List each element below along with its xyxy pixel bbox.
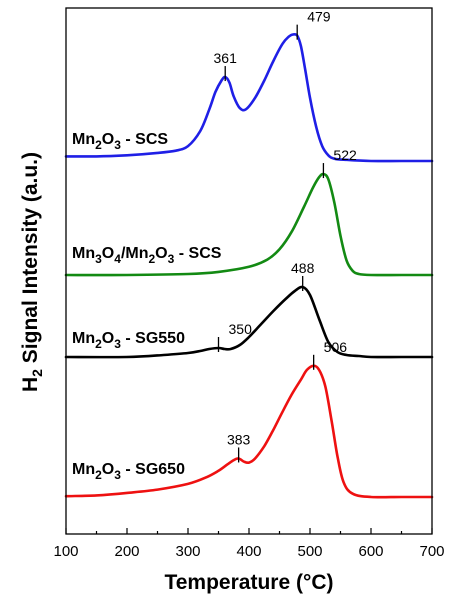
x-tick-label: 700 [419, 543, 444, 560]
series-label-2: Mn3O4/Mn2O3 - SCS [72, 245, 222, 266]
x-axis-ticks: 100 200 300 400 500 600 700 [53, 528, 445, 560]
series-line-4 [64, 364, 434, 499]
x-axis-title: Temperature (°C) [164, 571, 333, 594]
peak-label: 361 [214, 50, 238, 66]
y-axis-title-h: H [19, 377, 42, 392]
series-label-3: Mn2O3 - SG550 [72, 330, 185, 351]
peak-label: 506 [324, 339, 348, 355]
peak-label: 479 [307, 9, 331, 25]
peak-label: 488 [291, 260, 315, 276]
series-label-4: Mn2O3 - SG650 [72, 461, 185, 482]
y-axis-title-rest: Signal Intensity (a.u.) [19, 152, 42, 369]
series-line-2 [64, 172, 434, 277]
series-labels: Mn2O3 - SCS Mn3O4/Mn2O3 - SCS Mn2O3 - SG55… [72, 131, 222, 482]
series-line-3 [64, 285, 434, 359]
peak-label: 350 [229, 321, 253, 337]
y-axis-title: H2 Signal Intensity (a.u.) [19, 152, 45, 392]
x-tick-label: 200 [114, 543, 139, 560]
x-tick-label: 100 [53, 543, 78, 560]
peak-annotations: 361 479 522 350 488 383 506 [214, 9, 357, 463]
x-tick-label: 500 [297, 543, 322, 560]
x-tick-label: 600 [358, 543, 383, 560]
peak-label: 383 [227, 431, 251, 447]
series-label-1: Mn2O3 - SCS [72, 131, 168, 152]
x-tick-label: 400 [236, 543, 261, 560]
series-line-1 [64, 32, 434, 163]
x-tick-label: 300 [175, 543, 200, 560]
peak-label: 522 [333, 147, 357, 163]
plot-frame [65, 7, 433, 535]
y-axis-title-subscript: 2 [29, 369, 45, 377]
curves-layer [64, 32, 434, 499]
